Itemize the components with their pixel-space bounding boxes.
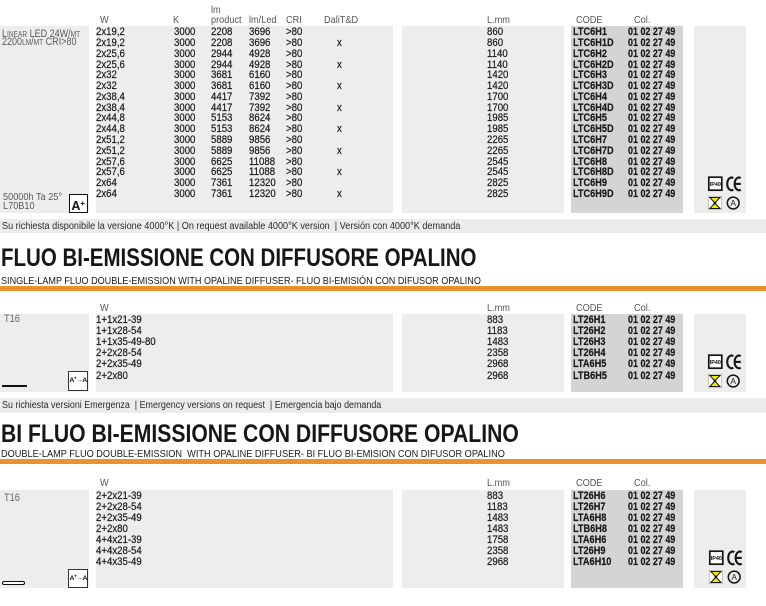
svg-text:A: A bbox=[731, 572, 737, 582]
svg-text:A: A bbox=[730, 376, 736, 386]
svg-text:IP40: IP40 bbox=[709, 360, 721, 366]
svg-text:IP40: IP40 bbox=[710, 181, 722, 187]
svg-text:IP40: IP40 bbox=[710, 556, 722, 562]
svg-text:A: A bbox=[730, 198, 736, 208]
